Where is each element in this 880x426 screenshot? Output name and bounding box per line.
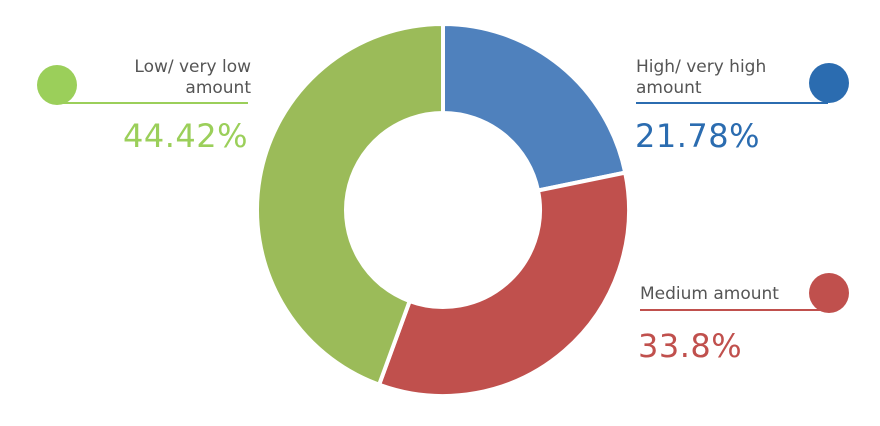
legend-label-high-line2: amount bbox=[636, 78, 702, 98]
legend-label-low-line1: Low/ very low bbox=[134, 57, 251, 77]
legend-label-medium-line1: Medium amount bbox=[640, 284, 779, 304]
data-label-high: 21.78% bbox=[635, 117, 761, 155]
legend-dot-high bbox=[809, 63, 849, 103]
legend-label-medium: Medium amount bbox=[640, 284, 779, 305]
data-label-low: 44.42% bbox=[122, 117, 248, 155]
legend-dot-low bbox=[37, 65, 77, 105]
slice-medium bbox=[376, 170, 631, 398]
legend-rule-medium bbox=[640, 309, 828, 311]
data-label-medium: 33.8% bbox=[638, 327, 743, 365]
slice-high bbox=[441, 21, 628, 193]
legend-label-high: High/ very high amount bbox=[636, 57, 766, 99]
legend-label-low-line2: amount bbox=[185, 78, 251, 98]
legend-label-high-line1: High/ very high bbox=[636, 57, 767, 77]
slice-low bbox=[255, 21, 445, 388]
legend-rule-high bbox=[636, 102, 828, 104]
legend-dot-medium bbox=[809, 273, 849, 313]
legend-rule-low bbox=[58, 102, 248, 104]
legend-label-low: Low/ very low amount bbox=[134, 57, 251, 99]
